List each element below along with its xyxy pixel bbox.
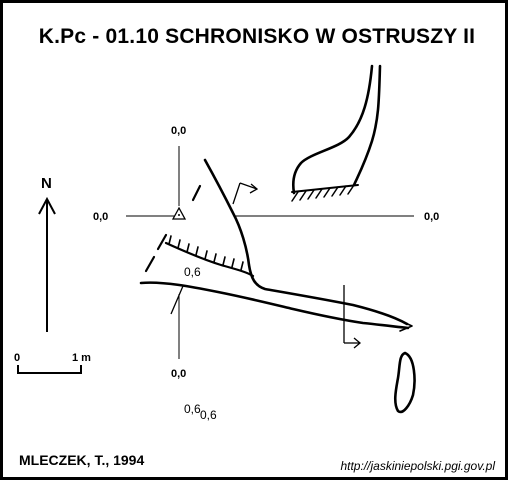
grid-label-bottom: 0,0 [171, 368, 186, 380]
rock-boulder [393, 351, 416, 414]
cave-plan-drawing: 0,0 0,0 0,0 0,0 N 0 1 m [14, 64, 439, 422]
cave-walls [139, 158, 413, 332]
south-wall [139, 281, 410, 330]
section-marker-lower [343, 285, 362, 349]
grid-label-left: 0,0 [93, 211, 108, 223]
north-arrow [38, 196, 56, 332]
passage-continuation-arrow [398, 319, 413, 332]
north-label: N [41, 175, 52, 192]
ledge-hatching [168, 235, 244, 271]
section-marker-upper [232, 182, 259, 205]
scale-start-label: 0 [14, 352, 20, 364]
entrance-dashed-line [144, 184, 202, 273]
plan-title: K.Pc - 01.10 SCHRONISKO W OSTRUSZY II [38, 25, 476, 48]
scale-bar [17, 365, 82, 374]
depth-label-a: 0,6 [184, 402, 201, 416]
reference-cross [126, 146, 414, 359]
survey-station-icon [171, 206, 187, 220]
rock-outcrop-upper [291, 64, 382, 202]
depth-label-b: 0,6 [200, 408, 217, 422]
east-wall [203, 158, 409, 326]
scale-end-label: 1 m [72, 352, 91, 364]
survey-station-dot [178, 214, 180, 216]
grid-label-top: 0,0 [171, 125, 186, 137]
depth-label-passage: 0,6 [184, 265, 201, 279]
author-credit: MLECZEK, T., 1994 [19, 452, 145, 468]
north-arrow-head [38, 196, 56, 215]
section-marker-west [170, 285, 184, 315]
inner-ledge [164, 241, 255, 278]
grid-label-right: 0,0 [424, 211, 439, 223]
source-url[interactable]: http://jaskiniepolski.pgi.gov.pl [340, 459, 495, 473]
